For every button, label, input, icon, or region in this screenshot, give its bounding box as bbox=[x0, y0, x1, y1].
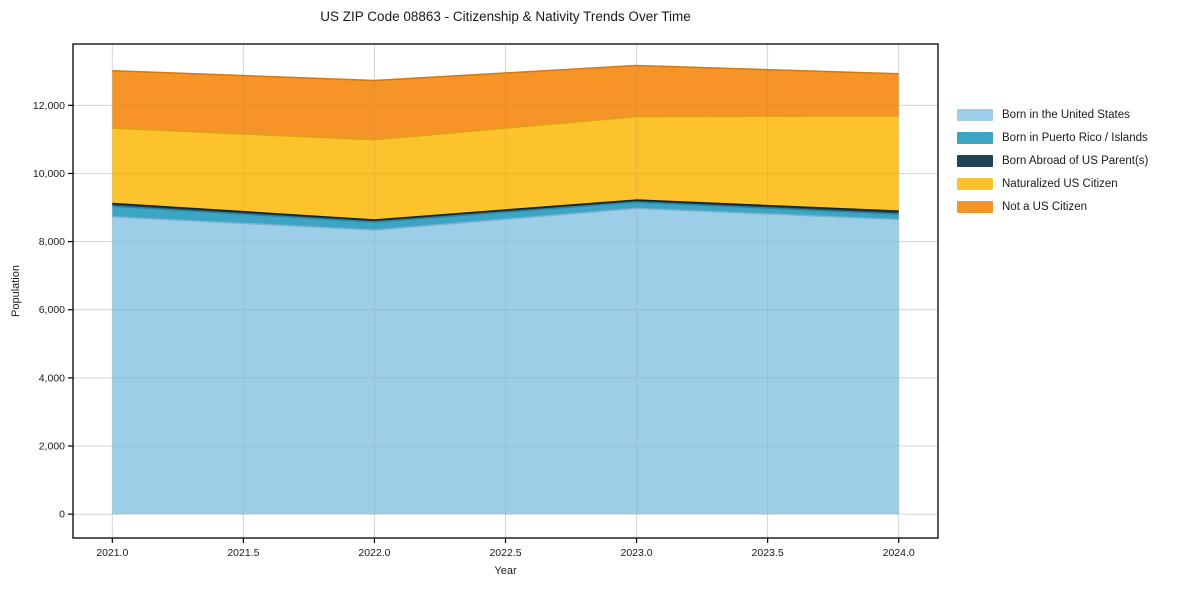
legend-label: Born in Puerto Rico / Islands bbox=[1002, 131, 1148, 144]
chart-title: US ZIP Code 08863 - Citizenship & Nativi… bbox=[320, 9, 691, 24]
x-tick-label: 2024.0 bbox=[883, 547, 915, 559]
x-tick-label: 2022.5 bbox=[489, 547, 521, 559]
legend-swatch bbox=[957, 177, 993, 190]
x-tick-label: 2023.5 bbox=[752, 547, 784, 559]
y-tick-label: 2,000 bbox=[39, 441, 65, 453]
x-tick-label: 2021.0 bbox=[96, 547, 128, 559]
area-born-in-puerto-rico-islands bbox=[112, 202, 899, 231]
legend-item: Not a US Citizen bbox=[957, 195, 1148, 218]
y-tick-label: 8,000 bbox=[39, 236, 65, 248]
legend-swatch bbox=[957, 108, 993, 121]
legend-label: Born in the United States bbox=[1002, 108, 1130, 121]
x-axis-label: Year bbox=[494, 565, 517, 577]
area-edge bbox=[112, 201, 899, 223]
area-edge bbox=[112, 207, 899, 231]
y-tick-label: 10,000 bbox=[33, 168, 65, 180]
legend-label: Naturalized US Citizen bbox=[1002, 177, 1118, 190]
y-tick-label: 12,000 bbox=[33, 100, 65, 112]
x-tick-label: 2022.0 bbox=[358, 547, 390, 559]
x-tick-label: 2023.0 bbox=[620, 547, 652, 559]
y-tick-label: 4,000 bbox=[39, 372, 65, 384]
area-edge bbox=[112, 199, 899, 221]
area-edge bbox=[112, 115, 899, 141]
legend-swatch bbox=[957, 131, 993, 144]
x-tick-label: 2021.5 bbox=[227, 547, 259, 559]
legend-label: Born Abroad of US Parent(s) bbox=[1002, 154, 1149, 167]
area-naturalized-us-citizen bbox=[112, 115, 899, 220]
legend: Born in the United States Born in Puerto … bbox=[957, 103, 1148, 218]
legend-label: Not a US Citizen bbox=[1002, 200, 1088, 213]
y-tick-label: 6,000 bbox=[39, 304, 65, 316]
legend-swatch bbox=[957, 200, 993, 213]
legend-item: Born in Puerto Rico / Islands bbox=[957, 126, 1148, 149]
legend-item: Born Abroad of US Parent(s) bbox=[957, 149, 1148, 172]
legend-item: Born in the United States bbox=[957, 103, 1148, 126]
area-not-a-us-citizen bbox=[112, 65, 899, 140]
legend-swatch bbox=[957, 154, 993, 167]
y-tick-label: 0 bbox=[59, 509, 65, 521]
y-axis-label: Population bbox=[10, 265, 22, 317]
area-edge bbox=[112, 64, 899, 82]
area-born-in-the-united-states bbox=[112, 208, 899, 515]
legend-item: Naturalized US Citizen bbox=[957, 172, 1148, 195]
